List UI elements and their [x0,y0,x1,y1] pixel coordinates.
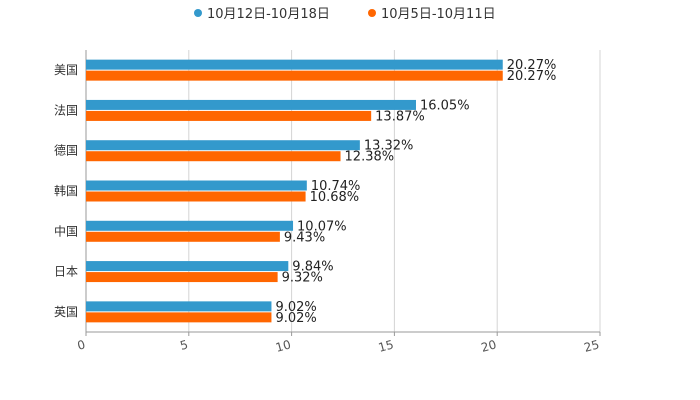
bar-series-2[interactable] [86,151,341,162]
category-label: 德国 [54,143,78,158]
legend-label-series-1[interactable]: 10月12日-10月18日 [207,7,330,22]
data-label-series-2: 9.02% [275,311,316,326]
data-label-series-2: 10.68% [310,190,360,205]
bar-series-2[interactable] [86,191,306,202]
data-label-series-1: 20.27% [507,58,557,73]
bar-series-1[interactable] [86,99,416,110]
bar-series-2[interactable] [86,70,503,81]
category-label: 法国 [54,103,78,117]
bar-series-1[interactable] [86,140,360,151]
category-label: 美国 [54,63,78,77]
data-label-series-1: 9.84% [292,260,333,275]
category-label: 日本 [54,265,78,279]
bar-series-1[interactable] [86,59,503,70]
bar-series-2[interactable] [86,272,278,283]
data-label-series-1: 13.32% [364,139,414,154]
category-label: 英国 [54,305,78,319]
x-tick-label: 10 [274,337,292,354]
x-tick-label: 25 [582,337,600,354]
legend-marker-series-2[interactable] [368,9,376,17]
legend-label-series-2[interactable]: 10月5日-10月11日 [381,7,496,22]
data-label-series-2: 9.32% [282,271,323,286]
data-label-series-2: 9.43% [284,230,325,245]
category-label: 中国 [54,223,78,238]
x-tick-label: 20 [480,337,498,354]
data-label-series-1: 16.05% [420,98,470,113]
x-tick-label: 5 [179,337,190,353]
data-label-series-2: 12.38% [345,150,395,165]
data-label-series-2: 20.27% [507,69,557,84]
x-tick-label: 0 [76,337,87,353]
x-tick-label: 15 [377,337,395,354]
bar-series-2[interactable] [86,231,280,242]
data-label-series-1: 9.02% [275,300,316,315]
bar-series-2[interactable] [86,110,372,121]
data-label-series-1: 10.07% [297,219,347,234]
bar-series-1[interactable] [86,180,307,191]
data-label-series-2: 13.87% [375,109,425,124]
bar-series-1[interactable] [86,301,272,312]
bar-series-1[interactable] [86,261,289,272]
data-label-series-1: 10.74% [311,179,361,194]
bar-series-2[interactable] [86,312,272,323]
category-label: 韩国 [54,183,78,198]
legend-marker-series-1[interactable] [194,9,202,17]
bar-series-1[interactable] [86,220,294,231]
